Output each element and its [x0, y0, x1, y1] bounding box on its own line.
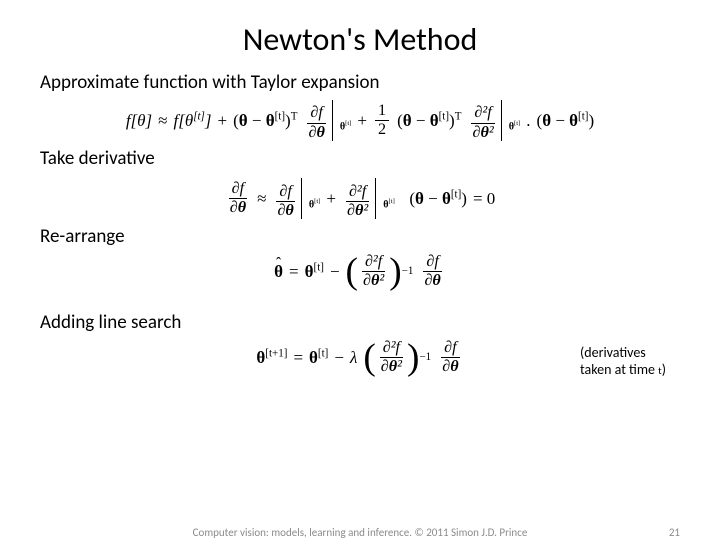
section-taylor: Approximate function with Taylor expansi… [40, 71, 680, 94]
section-derivative: Take derivative [40, 147, 680, 170]
footer-text: Computer vision: models, learning and in… [193, 526, 528, 539]
equation-rearrange: θ = θ[t] − ( ∂²f∂θ² ) −1 ∂f∂θ [40, 254, 680, 289]
eq-approx: ≈ [158, 109, 167, 133]
equation-derivative: ∂f∂θ ≈ ∂f∂θθ[t] + ∂²f∂θ²θ[t] (θ − θ[t]) … [40, 176, 680, 219]
derivatives-note: (derivatives taken at time t) [580, 345, 690, 379]
equation-taylor: f[θ] ≈ f[θ[t]] + (θ − θ[t])T ∂f∂θθ[t] + … [40, 100, 680, 141]
slide-container: Newton's Method Approximate function wit… [0, 0, 720, 540]
page-title: Newton's Method [40, 20, 680, 59]
section-linesearch: Adding line search [40, 311, 680, 334]
section-rearrange: Re-arrange [40, 225, 680, 248]
eq-lhs: f[θ] [126, 111, 152, 130]
footer-pagenum: 21 [669, 526, 680, 539]
